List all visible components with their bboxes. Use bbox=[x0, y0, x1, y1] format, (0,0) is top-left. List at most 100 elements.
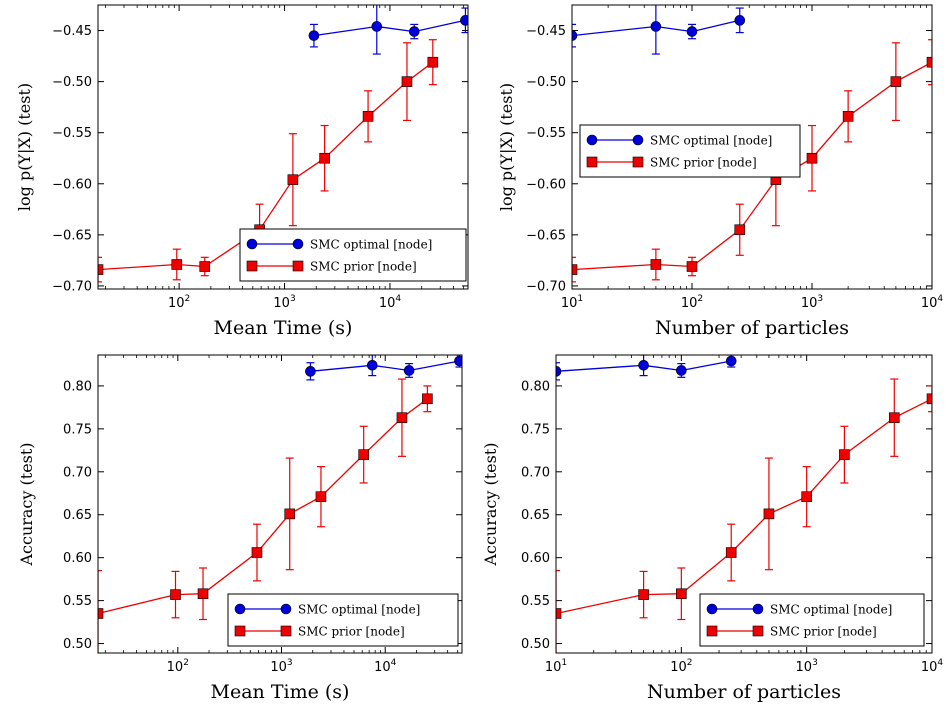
y-axis-label: Accuracy (test) bbox=[481, 442, 500, 566]
y-tick-label: −0.65 bbox=[52, 228, 92, 243]
x-tick-label: 104 bbox=[374, 658, 397, 675]
data-point-prior bbox=[362, 111, 374, 122]
y-tick-label: 0.55 bbox=[63, 594, 92, 609]
data-point-prior bbox=[284, 508, 296, 520]
x-axis-label: Number of particles bbox=[655, 317, 849, 339]
data-point-optimal bbox=[556, 366, 562, 377]
data-point-optimal bbox=[572, 30, 578, 41]
chart-panel-3: 102 103 104 0.50 0.55 0.60 0.65 0.70 0.75 0.80 Mea… bbox=[17, 354, 463, 703]
y-tick-label: 0.65 bbox=[63, 508, 92, 523]
legend-box bbox=[579, 124, 801, 178]
legend-entry-prior: SMC prior [node] bbox=[234, 625, 405, 639]
x-tick-label: 104 bbox=[379, 294, 402, 311]
series-line-optimal bbox=[313, 19, 466, 37]
y-tick-label: 0.65 bbox=[521, 508, 550, 523]
y-tick-label: 0.80 bbox=[521, 379, 550, 394]
data-point-prior bbox=[358, 449, 369, 460]
y-tick-label: −0.55 bbox=[52, 126, 92, 141]
legend-marker bbox=[752, 603, 764, 615]
legend: SMC optimal [node] SMC prior [node] bbox=[227, 593, 459, 647]
legend-label: SMC prior [node] bbox=[770, 625, 877, 639]
data-point-prior bbox=[926, 56, 932, 68]
legend-entry-prior: SMC prior [node] bbox=[586, 156, 757, 170]
plot-area bbox=[98, 355, 462, 653]
data-point-optimal bbox=[305, 366, 316, 377]
data-point-prior bbox=[171, 259, 183, 270]
legend-marker bbox=[292, 238, 304, 250]
y-tick-label: −0.50 bbox=[52, 75, 92, 90]
data-point-prior bbox=[676, 588, 687, 600]
data-point-prior bbox=[801, 491, 812, 503]
legend-marker bbox=[280, 603, 292, 615]
legend-entry-prior: SMC prior [node] bbox=[706, 625, 877, 639]
legend-box bbox=[699, 593, 925, 647]
axes-frame bbox=[555, 354, 933, 654]
y-tick-label: 0.75 bbox=[521, 422, 550, 437]
data-point-optimal bbox=[460, 15, 468, 26]
x-tick-label: 101 bbox=[545, 658, 567, 675]
series-line-optimal bbox=[572, 19, 740, 37]
legend-marker bbox=[706, 625, 718, 637]
x-tick-label: 104 bbox=[921, 294, 944, 311]
axes-frame bbox=[97, 354, 463, 654]
legend-entry-prior: SMC prior [node] bbox=[246, 260, 417, 274]
data-point-prior bbox=[926, 393, 932, 405]
y-tick-label: −0.45 bbox=[52, 24, 92, 39]
legend-label: SMC prior [node] bbox=[298, 625, 405, 639]
legend-marker bbox=[706, 603, 718, 615]
legend-entry-optimal: SMC optimal [node] bbox=[246, 238, 432, 252]
data-point-prior bbox=[572, 264, 578, 275]
legend-marker bbox=[246, 238, 258, 250]
data-point-prior bbox=[638, 589, 649, 600]
data-point-prior bbox=[197, 588, 209, 600]
data-point-optimal bbox=[366, 360, 378, 371]
x-tick-label: 102 bbox=[168, 294, 190, 311]
data-point-optimal bbox=[676, 365, 687, 376]
y-tick-label: −0.65 bbox=[526, 228, 566, 243]
data-point-prior bbox=[287, 174, 299, 185]
x-tick-label: 102 bbox=[681, 294, 703, 311]
legend-label: SMC optimal [node] bbox=[298, 603, 420, 617]
legend-label: SMC prior [node] bbox=[650, 156, 757, 170]
data-point-prior bbox=[401, 76, 413, 87]
legend: SMC optimal [node] SMC prior [node] bbox=[579, 124, 801, 178]
legend-entry-optimal: SMC optimal [node] bbox=[234, 603, 420, 617]
data-point-prior bbox=[890, 76, 902, 87]
data-point-prior bbox=[199, 261, 211, 272]
y-tick-label: 0.80 bbox=[63, 379, 92, 394]
data-point-prior bbox=[98, 608, 104, 619]
legend-label: SMC optimal [node] bbox=[650, 134, 772, 148]
y-tick-label: 0.50 bbox=[63, 637, 92, 652]
data-point-prior bbox=[251, 547, 263, 558]
legend-marker bbox=[246, 260, 258, 272]
axes-frame bbox=[97, 4, 469, 290]
legend-marker bbox=[632, 134, 644, 146]
error-bar bbox=[556, 362, 560, 381]
series-line-prior bbox=[556, 398, 932, 615]
y-tick-label: −0.70 bbox=[52, 279, 92, 294]
y-axis-label: log p(Y|X) (test) bbox=[497, 83, 516, 211]
legend-marker bbox=[292, 260, 304, 272]
data-point-optimal bbox=[308, 30, 320, 41]
legend-marker bbox=[586, 156, 598, 168]
legend: SMC optimal [node] SMC prior [node] bbox=[699, 593, 925, 647]
error-bar bbox=[928, 39, 932, 86]
legend-box bbox=[239, 228, 467, 282]
data-point-prior bbox=[842, 111, 854, 122]
data-point-prior bbox=[170, 589, 181, 600]
y-tick-label: −0.70 bbox=[526, 279, 566, 294]
x-tick-label: 103 bbox=[273, 294, 295, 311]
data-point-optimal bbox=[403, 365, 415, 376]
legend-label: SMC optimal [node] bbox=[310, 238, 432, 252]
plot-area bbox=[556, 355, 932, 653]
y-tick-label: −0.45 bbox=[526, 24, 566, 39]
data-point-optimal bbox=[638, 360, 649, 371]
data-point-prior bbox=[763, 508, 775, 520]
data-point-prior bbox=[556, 608, 562, 619]
plot-area bbox=[572, 5, 932, 283]
series-line-optimal bbox=[556, 360, 732, 372]
axes-frame bbox=[571, 4, 933, 290]
y-tick-label: 0.60 bbox=[521, 551, 550, 566]
x-tick-label: 102 bbox=[670, 658, 692, 675]
x-axis-label: Number of particles bbox=[647, 681, 841, 703]
